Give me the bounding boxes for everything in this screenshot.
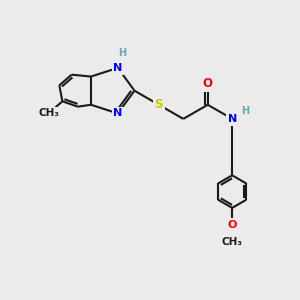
Text: H: H <box>242 106 250 116</box>
Text: N: N <box>113 109 122 118</box>
Text: O: O <box>203 77 213 90</box>
Text: N: N <box>113 63 122 73</box>
Text: N: N <box>228 114 237 124</box>
Text: CH₃: CH₃ <box>222 237 243 247</box>
Text: O: O <box>227 220 237 230</box>
Text: S: S <box>154 98 163 111</box>
Text: CH₃: CH₃ <box>38 108 59 118</box>
Text: H: H <box>118 48 127 58</box>
